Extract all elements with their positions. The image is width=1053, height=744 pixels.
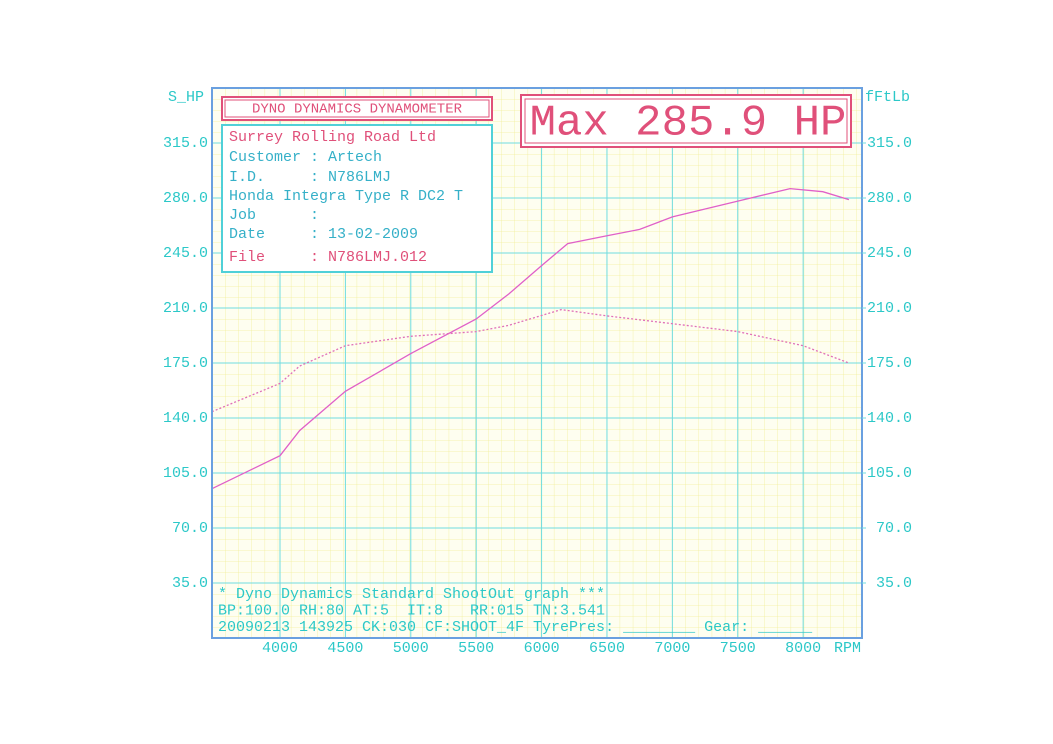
- y-tick-label: 105.0: [163, 465, 208, 482]
- info-line: Honda Integra Type R DC2 T: [229, 188, 463, 205]
- x-tick-label: 6500: [589, 640, 625, 657]
- footer-line: 20090213 143925 CK:030 CF:SHOOT_4F TyreP…: [218, 619, 813, 636]
- x-tick-label: 6000: [524, 640, 560, 657]
- y2-tick-label: 70.0: [876, 520, 912, 537]
- y2-tick-label: 210.0: [867, 300, 912, 317]
- info-line: Date : 13-02-2009: [229, 226, 418, 243]
- y-tick-label: 70.0: [172, 520, 208, 537]
- info-line: File : N786LMJ.012: [229, 249, 427, 266]
- info-line: Surrey Rolling Road Ltd: [229, 129, 436, 146]
- y2-tick-label: 175.0: [867, 355, 912, 372]
- info-line: I.D. : N786LMJ: [229, 169, 391, 186]
- max-box-inner: [524, 98, 848, 144]
- y-tick-label: 175.0: [163, 355, 208, 372]
- y2-tick-label: 280.0: [867, 190, 912, 207]
- footer-line: * Dyno Dynamics Standard ShootOut graph …: [218, 586, 605, 603]
- y2-tick-label: 245.0: [867, 245, 912, 262]
- header: DYNO DYNAMICS DYNAMOMETER: [252, 102, 463, 118]
- header-box-inner: [224, 99, 490, 118]
- x-tick-label: 7500: [720, 640, 756, 657]
- x-axis-title: RPM: [834, 640, 861, 657]
- max-box: [520, 94, 852, 148]
- y2-tick-label: 315.0: [867, 135, 912, 152]
- y-tick-label: 35.0: [172, 575, 208, 592]
- y2-tick-label: 35.0: [876, 575, 912, 592]
- y-tick-label: 315.0: [163, 135, 208, 152]
- x-tick-label: 4000: [262, 640, 298, 657]
- footer-line: BP:100.0 RH:80 AT:5 IT:8 RR:015 TN:3.541: [218, 602, 605, 619]
- x-tick-label: 5500: [458, 640, 494, 657]
- max-label: Max 285.9 HP: [530, 99, 847, 149]
- info-box: [221, 124, 493, 273]
- y2-axis-title: fFtLb: [865, 89, 910, 106]
- x-tick-label: 4500: [327, 640, 363, 657]
- y2-tick-label: 140.0: [867, 410, 912, 427]
- y-tick-label: 245.0: [163, 245, 208, 262]
- header-box: [221, 96, 493, 121]
- y2-tick-label: 105.0: [867, 465, 912, 482]
- x-tick-label: 5000: [393, 640, 429, 657]
- y-axis-title: S_HP: [168, 89, 204, 106]
- info-line: Customer : Artech: [229, 149, 382, 166]
- x-tick-label: 8000: [785, 640, 821, 657]
- info-line: Job :: [229, 207, 319, 224]
- y-tick-label: 210.0: [163, 300, 208, 317]
- series-line: [211, 187, 850, 490]
- x-tick-label: 7000: [654, 640, 690, 657]
- y-tick-label: 280.0: [163, 190, 208, 207]
- y-tick-label: 140.0: [163, 410, 208, 427]
